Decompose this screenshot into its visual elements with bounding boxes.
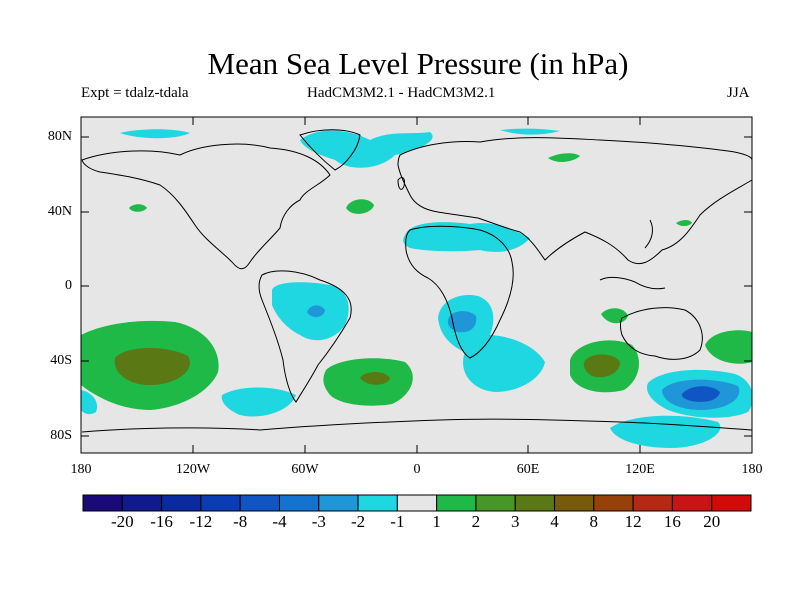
anomaly-pos-nw-pacific (676, 220, 692, 226)
lon-label-180e: 180 (741, 462, 763, 477)
lat-label-40n: 40N (47, 204, 72, 219)
anomaly-neg-west-edge (81, 390, 98, 415)
colorbar-swatch (514, 494, 556, 512)
model-label: HadCM3M2.1 - HadCM3M2.1 (307, 85, 496, 101)
colorbar-label: -2 (351, 512, 366, 531)
anomaly-pos-pacific (129, 204, 147, 212)
colorbar-swatch (671, 494, 713, 512)
anomaly-neg-southern-ocean (610, 415, 721, 448)
colorbar-swatch (121, 494, 163, 512)
colorbar-label: -16 (150, 512, 173, 531)
lat-label-40s: 40S (50, 353, 72, 368)
lon-label-120w: 120W (175, 462, 211, 477)
colorbar-swatch (161, 494, 202, 512)
anomaly-pos2-south-pacific (114, 347, 190, 386)
lat-ticks (81, 136, 752, 437)
colorbar-label: 20 (703, 512, 721, 531)
colorbar-swatch (632, 494, 673, 512)
colorbar-swatch (318, 494, 359, 512)
colorbar-label: -12 (189, 512, 213, 531)
anomaly-pos-siberia (548, 153, 580, 162)
colorbar-label: 12 (624, 512, 642, 531)
colorbar-swatch (357, 494, 398, 512)
colorbar-swatch (475, 494, 516, 512)
colorbar-label: -20 (110, 512, 134, 531)
season-label: JJA (727, 85, 750, 101)
colorbar-swatch (436, 494, 477, 512)
anomaly-neg-south-atlantic (221, 387, 296, 417)
lon-label-180w: 180 (70, 462, 92, 477)
anomaly-pos-east-edge (705, 330, 752, 364)
colorbar-label: 1 (432, 512, 441, 531)
map-title: Mean Sea Level Pressure (in hPa) (207, 46, 629, 81)
pressure-anomaly-field (81, 128, 752, 448)
anomaly-neg-north-africa (403, 222, 530, 252)
anomaly-pos-atlantic (346, 199, 374, 214)
colorbar-swatch (278, 494, 320, 512)
colorbar-label: -8 (233, 512, 248, 531)
colorbar-label: 3 (510, 512, 520, 531)
anomaly-neg2-south-america (307, 305, 325, 318)
lon-label-120e: 120E (625, 462, 655, 477)
colorbar-label: -4 (272, 512, 287, 531)
colorbar-label: -3 (311, 512, 326, 531)
colorbar-swatch (554, 494, 595, 512)
lat-label-80s: 80S (50, 428, 72, 443)
colorbar-swatch (396, 494, 438, 512)
lat-label-80n: 80N (47, 129, 72, 144)
colorbar-swatch (239, 494, 280, 512)
lon-label-60e: 60E (516, 462, 540, 477)
anomaly-pos2-indian-ocean (583, 354, 620, 378)
colorbar-swatch (82, 494, 123, 512)
colorbar-label: -1 (390, 512, 405, 531)
colorbar-label: 8 (589, 512, 599, 531)
colorbar-swatch (200, 494, 241, 512)
anomaly-neg3-sw-pacific (681, 386, 720, 402)
anomaly-neg-arctic-west (120, 129, 190, 139)
lat-label-0: 0 (65, 278, 72, 293)
coastlines (81, 129, 753, 433)
colorbar-swatch (711, 494, 752, 512)
colorbar (82, 494, 752, 512)
experiment-label: Expt = tdalz-tdala (81, 85, 189, 101)
lon-ticks (80, 117, 753, 453)
colorbar-label: 4 (550, 512, 559, 531)
lon-label-60w: 60W (291, 462, 319, 477)
colorbar-swatch (593, 494, 634, 512)
colorbar-label: 2 (471, 512, 481, 531)
anomaly-neg-arctic-east (500, 128, 560, 135)
lon-label-0: 0 (413, 462, 421, 477)
anomaly-neg-north-atlantic (300, 130, 433, 168)
anomaly-pos2-south-atlantic (360, 372, 390, 385)
colorbar-label: 16 (663, 512, 681, 531)
anomaly-neg2-southern-africa (447, 311, 477, 333)
